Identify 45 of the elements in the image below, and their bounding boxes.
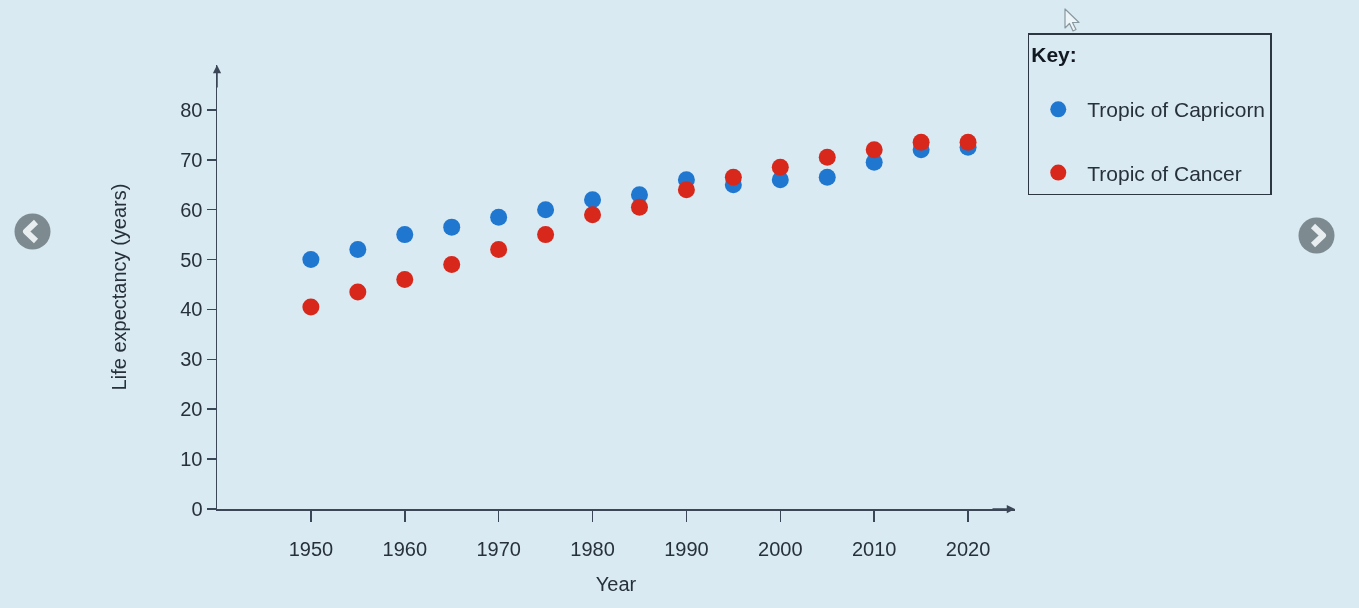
point — [584, 206, 602, 224]
y-tick-label: 10 — [180, 448, 203, 471]
x-tick-label: 1950 — [288, 537, 334, 560]
point — [396, 226, 414, 244]
point — [490, 208, 508, 226]
point — [959, 133, 977, 151]
legend-title: Key: — [1031, 42, 1077, 66]
legend-label: Tropic of Capricorn — [1087, 98, 1266, 122]
point — [302, 298, 320, 316]
y-tick-label: 70 — [180, 148, 203, 171]
point — [302, 251, 320, 269]
y-axis-title: Life expectancy (years) — [108, 183, 130, 391]
point — [630, 198, 648, 216]
point — [396, 271, 414, 289]
point — [818, 148, 836, 166]
x-tick-label: 2010 — [851, 537, 897, 560]
point — [724, 168, 742, 186]
point — [349, 283, 367, 301]
x-tick-label: 1990 — [664, 537, 709, 560]
point — [912, 133, 930, 151]
x-tick-label: 2020 — [945, 537, 991, 560]
point — [537, 201, 555, 219]
y-tick-label: 80 — [180, 98, 203, 121]
y-tick-label: 50 — [180, 248, 203, 271]
y-tick-label: 40 — [180, 298, 203, 321]
x-axis-title: Year — [595, 572, 637, 595]
y-tick-label: 30 — [180, 348, 203, 371]
point — [537, 226, 555, 244]
point — [490, 241, 508, 259]
x-tick-label: 1970 — [476, 537, 521, 560]
point — [677, 181, 695, 199]
legend-label: Tropic of Cancer — [1087, 161, 1242, 185]
point — [349, 241, 367, 259]
y-tick-label: 0 — [191, 498, 203, 520]
point — [865, 141, 883, 159]
y-tick-label: 60 — [180, 198, 203, 221]
point — [443, 218, 461, 236]
x-tick-label: 2000 — [758, 537, 803, 560]
x-tick-label: 1980 — [570, 537, 615, 560]
point — [818, 168, 836, 186]
x-tick-label: 1960 — [382, 537, 428, 560]
point — [771, 158, 789, 176]
y-tick-label: 20 — [180, 398, 203, 421]
point — [584, 191, 602, 209]
point — [443, 256, 461, 274]
